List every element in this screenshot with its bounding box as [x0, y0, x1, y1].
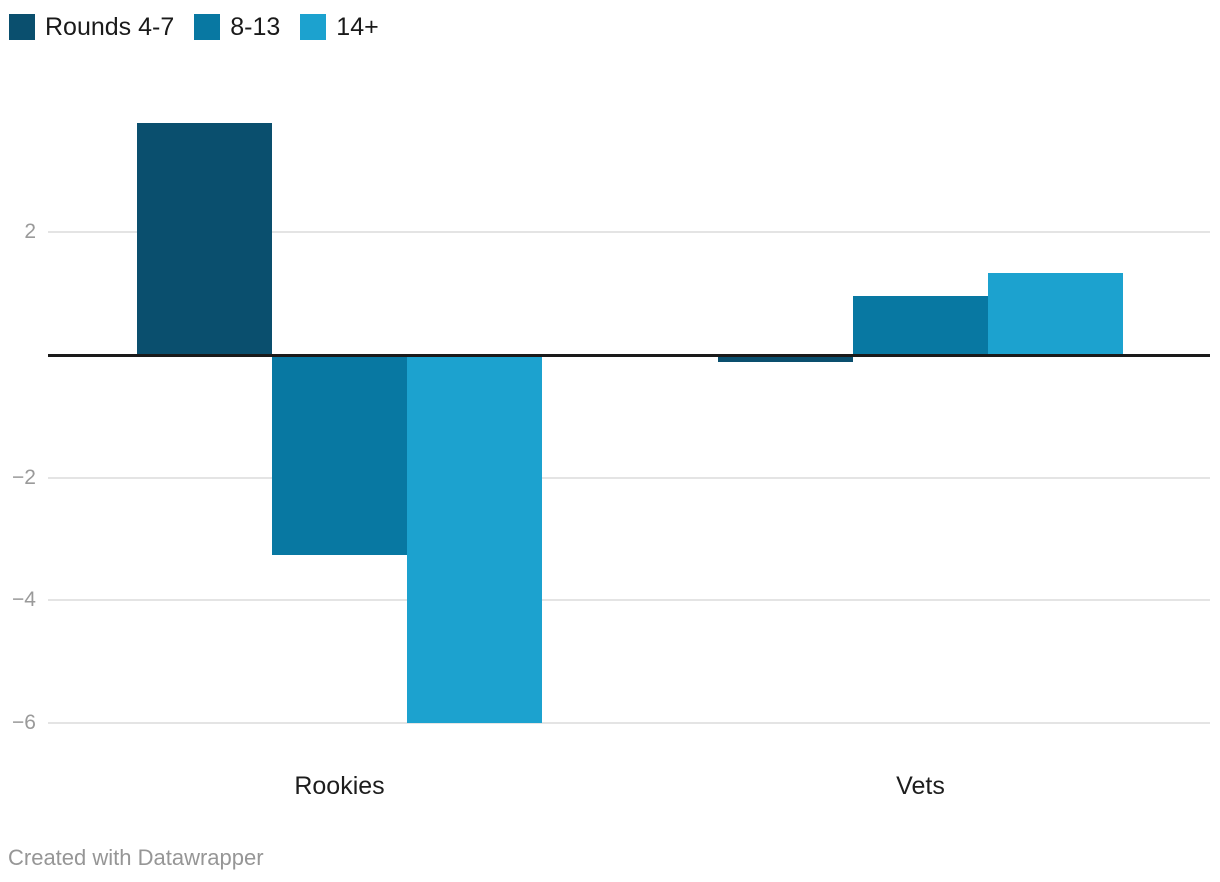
gridline-y--2 [48, 476, 1210, 479]
category-label-rookies: Rookies [294, 772, 385, 800]
legend-item-rounds-4-7: Rounds 4-7 [9, 14, 174, 40]
gridline-y--6 [48, 721, 1210, 724]
legend-swatch-14-plus [300, 14, 327, 40]
gridline-y--4 [48, 599, 1210, 602]
datawrapper-credit-link[interactable]: Created with Datawrapper [8, 845, 264, 870]
legend-item-14-plus: 14+ [300, 13, 379, 41]
bar-vets-rounds-4-7 [718, 355, 854, 362]
legend-swatch-rounds-4-7 [9, 14, 35, 40]
bar-rookies-14 [406, 355, 542, 723]
legend-label: Rounds 4-7 [45, 13, 175, 41]
y-tick-label-2: 2 [24, 220, 36, 244]
gridline-y-2 [48, 231, 1210, 234]
legend-item-8-13: 8-13 [194, 14, 280, 40]
zero-baseline [48, 354, 1210, 357]
bar-rookies-8-13 [272, 355, 407, 556]
legend-swatch-8-13 [194, 14, 221, 40]
y-tick-label--6: −6 [12, 710, 36, 734]
category-label-vets: Vets [896, 772, 945, 800]
y-tick-label--4: −4 [12, 588, 36, 612]
legend-label: 8-13 [230, 13, 281, 41]
y-tick-label--2: −2 [12, 465, 36, 489]
bar-vets-14 [987, 272, 1123, 355]
bar-rookies-rounds-4-7 [137, 123, 273, 355]
legend: Rounds 4-7 8-13 14+ [9, 14, 379, 40]
legend-label: 14+ [336, 13, 379, 41]
bar-vets-8-13 [853, 295, 988, 355]
